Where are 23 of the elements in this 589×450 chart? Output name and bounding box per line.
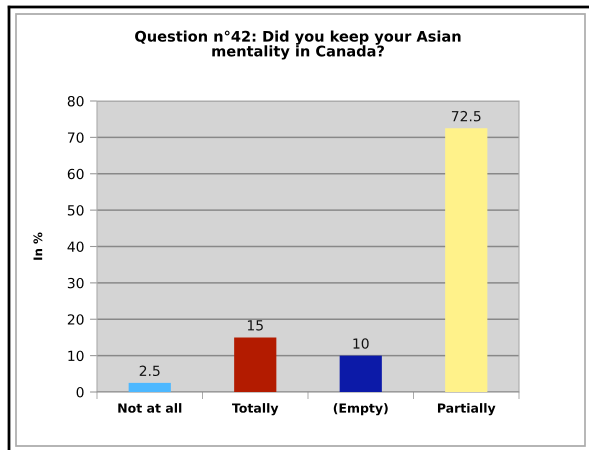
y-tick-label: 60 xyxy=(68,168,84,180)
bar xyxy=(234,337,276,392)
y-tick-label: 20 xyxy=(68,314,84,325)
data-label: 15 xyxy=(248,320,263,331)
y-tick-label: 0 xyxy=(76,386,84,398)
bar xyxy=(340,356,382,392)
x-tick-label: Partially xyxy=(438,403,496,416)
data-label: 10 xyxy=(353,338,369,349)
y-tick-label: 70 xyxy=(68,132,84,143)
bar xyxy=(128,382,171,392)
y-tick-label: 40 xyxy=(68,241,84,252)
chart-title: Question n°42: Did you keep your Asian mentality in Canada? xyxy=(135,30,460,60)
y-tick-label: 30 xyxy=(68,278,84,288)
x-tick-label: (Empty) xyxy=(334,403,388,416)
data-label: 2.5 xyxy=(140,366,160,376)
y-tick-label: 50 xyxy=(68,205,84,216)
bar xyxy=(445,128,488,392)
y-axis-title: In % xyxy=(33,232,42,260)
y-tick-label: 80 xyxy=(68,96,84,106)
data-label: 72.5 xyxy=(452,110,480,122)
y-tick-label: 10 xyxy=(68,350,84,362)
x-tick-label: Totally xyxy=(232,403,278,416)
x-tick-label: Not at all xyxy=(118,403,182,413)
